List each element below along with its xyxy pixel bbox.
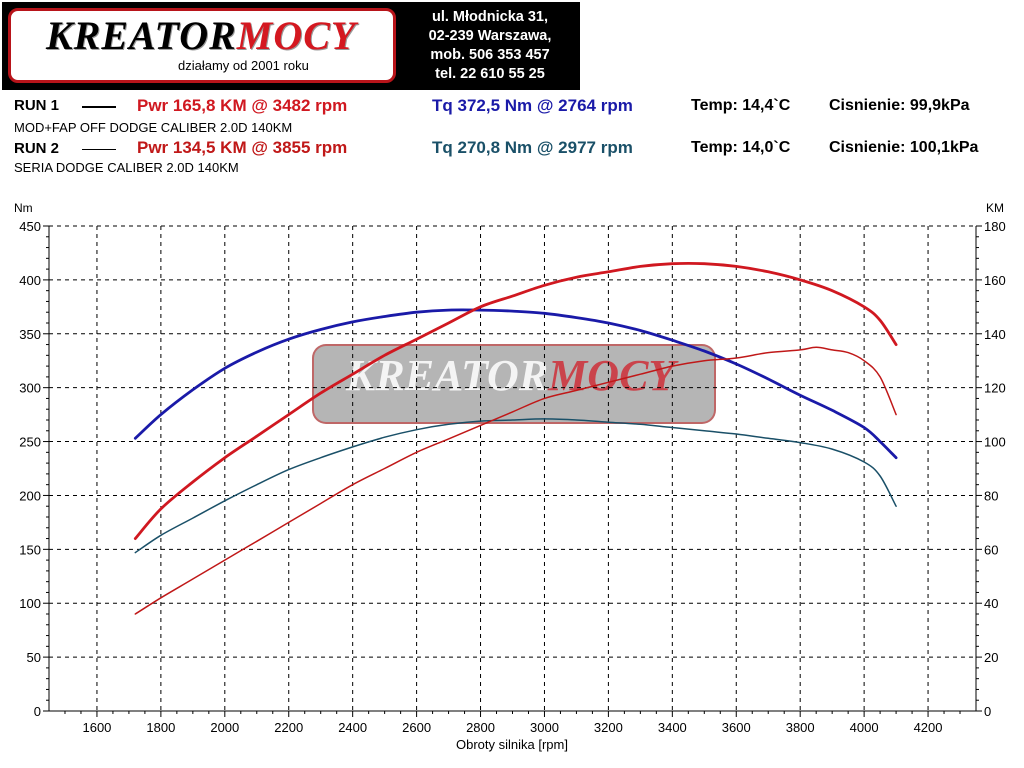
address-city: 02-239 Warszawa, [428,28,552,44]
address-block: ul. Młodnicka 31, 02-239 Warszawa, mob. … [402,8,578,84]
y-axis-right-label: KM [986,201,1004,215]
y-right-tick-label: 60 [984,542,998,557]
run2-line-sample [82,149,116,150]
y-left-tick-label: 150 [19,542,41,557]
logo [8,8,396,83]
x-tick-label: 4200 [914,720,943,735]
x-tick-label: 2000 [210,720,239,735]
x-tick-label: 1800 [146,720,175,735]
y-right-tick-label: 100 [984,435,1006,450]
logo-wordmark: KREATORMOCY [46,13,357,58]
series-lines [133,262,898,615]
run2-temperature: Temp: 14,0`C [691,139,791,156]
run1-power-peak: Pwr 165,8 KM @ 3482 rpm [137,96,348,115]
y-left-tick-label: 450 [19,219,41,234]
x-tick-label: 3000 [530,720,559,735]
y-axis-left-label: Nm [14,201,33,215]
axes [43,225,982,717]
y-left-tick-label: 100 [19,596,41,611]
x-tick-label: 4000 [850,720,879,735]
y-left-tick-label: 350 [19,327,41,342]
y-left-tick-label: 250 [19,435,41,450]
y-right-tick-label: 180 [984,219,1006,234]
x-tick-label: 3600 [722,720,751,735]
tick-labels: 1600 1800 2000 2200 2400 2600 2800 3000 3200 3400… [19,219,1005,735]
address-phone: tel. 22 610 55 25 [435,66,545,82]
y-left-tick-label: 50 [27,650,41,665]
run2-torque-peak: Tq 270,8 Nm @ 2977 rpm [432,138,633,157]
run1-label: RUN 1 [14,97,60,114]
run2-label: RUN 2 [14,140,60,157]
run2-power-peak: Pwr 134,5 KM @ 3855 rpm [137,138,348,157]
x-tick-label: 3400 [658,720,687,735]
series-line-3 [134,418,897,554]
y-left-tick-label: 300 [19,381,41,396]
y-right-tick-label: 160 [984,273,1006,288]
grid [49,225,976,711]
x-tick-label: 2800 [466,720,495,735]
x-axis-label: Obroty silnika [rpm] [456,737,568,752]
x-tick-label: 2400 [338,720,367,735]
run2-pressure: Cisnienie: 100,1kPa [829,139,979,156]
y-right-tick-label: 0 [984,704,991,719]
series-line-2 [133,262,898,540]
run1-temperature: Temp: 14,4`C [691,97,791,114]
address-mobile: mob. 506 353 457 [430,47,550,63]
y-right-tick-label: 20 [984,650,998,665]
y-right-tick-label: 40 [984,596,998,611]
y-right-tick-label: 80 [984,488,998,503]
run1-torque-peak: Tq 372,5 Nm @ 2764 rpm [432,96,633,115]
y-left-tick-label: 400 [19,273,41,288]
address-street: ul. Młodnicka 31, [431,9,549,25]
y-right-tick-label: 120 [984,381,1006,396]
header-banner: KREATORMOCY działamy od 2001 roku ul. Mł… [2,2,580,90]
x-tick-label: 3800 [786,720,815,735]
x-tick-label: 2600 [402,720,431,735]
series-line-1 [133,308,898,460]
run1-pressure: Cisnienie: 99,9kPa [829,97,970,114]
run2-description: SERIA DODGE CALIBER 2.0D 140KM [14,160,239,175]
x-tick-label: 1600 [82,720,111,735]
y-left-tick-label: 0 [34,704,41,719]
logo-tagline: działamy od 2001 roku [178,58,309,73]
y-left-tick-label: 200 [19,488,41,503]
run1-line-sample [82,106,116,108]
series-line-4 [134,346,897,615]
x-tick-label: 3200 [594,720,623,735]
run1-description: MOD+FAP OFF DODGE CALIBER 2.0D 140KM [14,120,293,135]
y-right-tick-label: 140 [984,327,1006,342]
x-tick-label: 2200 [274,720,303,735]
